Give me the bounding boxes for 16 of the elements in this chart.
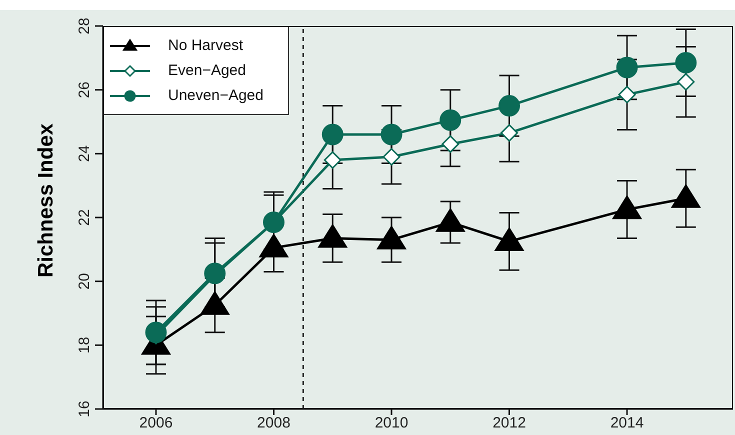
x-tick-label: 2010 xyxy=(374,414,408,432)
legend-label: No Harvest xyxy=(168,37,244,54)
x-tick-label: 2012 xyxy=(492,414,526,432)
legend-label: Uneven−Aged xyxy=(168,87,264,104)
y-tick-label: 28 xyxy=(76,18,93,34)
x-tick-label: 2008 xyxy=(257,414,290,432)
y-tick-label: 18 xyxy=(76,336,93,354)
y-tick-label: 22 xyxy=(76,209,93,226)
x-tick-label: 2014 xyxy=(610,414,644,432)
y-axis-title: Richness Index xyxy=(34,123,58,278)
y-tick-label: 24 xyxy=(76,145,93,162)
y-tick-label: 20 xyxy=(76,272,93,290)
legend-label: Even−Aged xyxy=(168,62,246,79)
y-tick-label: 16 xyxy=(76,400,93,418)
x-tick-label: 2006 xyxy=(139,414,173,432)
y-tick-label: 26 xyxy=(76,81,93,98)
